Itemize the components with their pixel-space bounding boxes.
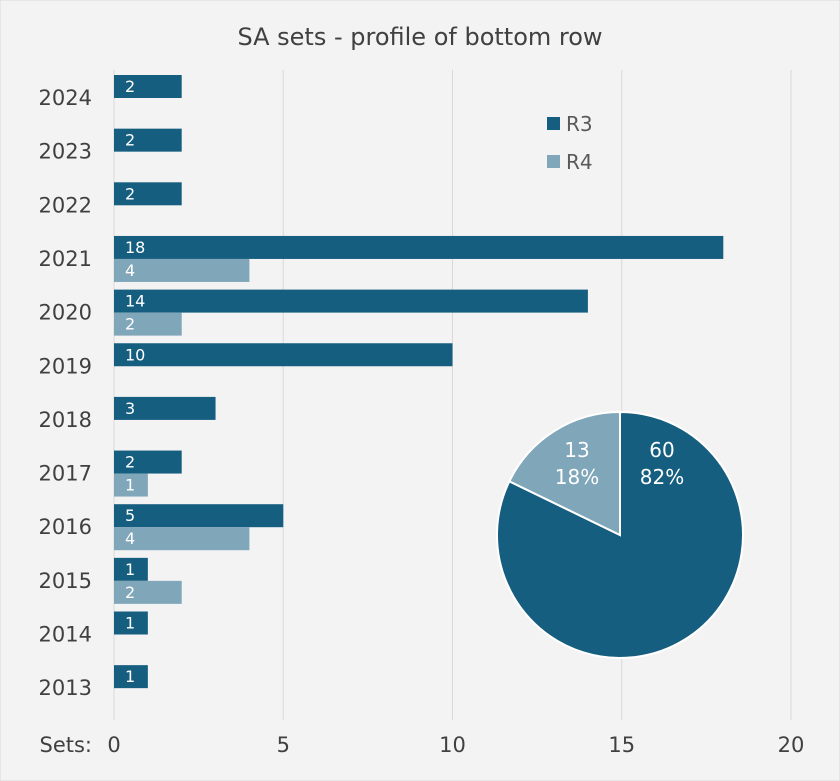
bar-label-R3-2014: 1 bbox=[125, 614, 135, 633]
bar-R3-2013 bbox=[114, 665, 148, 689]
bar-R4-2017 bbox=[114, 473, 148, 497]
bar-R3-2024 bbox=[114, 75, 182, 98]
bar-R4-2021 bbox=[114, 258, 250, 282]
gridlines bbox=[113, 70, 792, 720]
bar-label-R3-2024: 2 bbox=[125, 77, 135, 96]
bar-label-R3-2017: 2 bbox=[125, 453, 135, 472]
bar-label-R3-2018: 3 bbox=[125, 399, 135, 418]
bar-R3-2016 bbox=[114, 504, 284, 528]
bar-R4-2015 bbox=[114, 580, 182, 604]
bar-label-R3-2023: 2 bbox=[125, 131, 135, 150]
bar-label-R3-2015: 1 bbox=[125, 560, 135, 579]
y-tick-label-2024: 2024 bbox=[39, 86, 92, 110]
bar-R3-2014 bbox=[114, 611, 148, 635]
bar-R4-2016 bbox=[114, 527, 250, 551]
legend-label-R3: R3 bbox=[566, 112, 593, 136]
y-tick-label-2022: 2022 bbox=[39, 193, 92, 217]
pie-percent-label-R3: 82% bbox=[640, 465, 684, 489]
y-tick-label-2013: 2013 bbox=[39, 676, 92, 700]
x-tick-label-10: 10 bbox=[439, 733, 466, 757]
pie-slice-R4 bbox=[508, 410, 621, 537]
bar-label-R4-2021: 4 bbox=[125, 261, 135, 280]
bar-R3-2018 bbox=[114, 396, 216, 420]
bar-label-R3-2016: 5 bbox=[125, 506, 135, 525]
bar-R3-2021 bbox=[114, 235, 724, 259]
y-tick-label-2018: 2018 bbox=[39, 408, 92, 432]
y-tick-label-2023: 2023 bbox=[39, 140, 92, 164]
bars: 2 2 2 18 4 14 2 10 3 2 1 5 4 1 2 1 1 bbox=[114, 75, 724, 689]
legend: R3 R4 bbox=[547, 112, 593, 174]
bar-R3-2019 bbox=[114, 343, 453, 367]
y-tick-label-2016: 2016 bbox=[39, 515, 92, 539]
bar-R3-2022 bbox=[114, 182, 182, 206]
x-axis: Sets: 0 5 10 15 20 bbox=[40, 733, 805, 757]
y-axis: 2024 2023 2022 2021 2020 2019 2018 2017 2016 2015… bbox=[39, 86, 92, 700]
bar-label-R3-2019: 10 bbox=[125, 345, 145, 364]
legend-swatch-R3 bbox=[547, 117, 560, 130]
pie-value-label-R3: 60 bbox=[649, 438, 674, 462]
chart-title: SA sets - profile of bottom row bbox=[237, 23, 602, 51]
bar-R4-2020 bbox=[114, 312, 182, 336]
x-tick-label-0: 0 bbox=[107, 733, 120, 757]
legend-label-R4: R4 bbox=[566, 150, 593, 174]
bar-R3-2020 bbox=[114, 289, 588, 313]
legend-swatch-R4 bbox=[547, 155, 560, 168]
bar-label-R4-2020: 2 bbox=[125, 315, 135, 334]
y-tick-label-2014: 2014 bbox=[39, 623, 92, 647]
bar-label-R3-2013: 1 bbox=[125, 667, 135, 686]
y-tick-label-2021: 2021 bbox=[39, 247, 92, 271]
pie-percent-label-R4: 18% bbox=[555, 465, 599, 489]
y-tick-label-2020: 2020 bbox=[39, 301, 92, 325]
bar-R3-2017 bbox=[114, 450, 182, 474]
pie-value-label-R4: 13 bbox=[564, 438, 589, 462]
bar-label-R3-2020: 14 bbox=[125, 292, 145, 311]
bar-label-R3-2021: 18 bbox=[125, 238, 145, 257]
y-tick-label-2019: 2019 bbox=[39, 354, 92, 378]
pie-slice-R3 bbox=[496, 410, 744, 659]
pie-chart: 60 82% 13 18% bbox=[496, 410, 744, 659]
bar-label-R4-2015: 2 bbox=[125, 583, 135, 602]
x-tick-label-5: 5 bbox=[277, 733, 290, 757]
x-tick-label-20: 20 bbox=[778, 733, 805, 757]
x-tick-label-15: 15 bbox=[608, 733, 635, 757]
bar-label-R3-2022: 2 bbox=[125, 184, 135, 203]
bar-label-R4-2016: 4 bbox=[125, 529, 135, 548]
y-tick-label-2017: 2017 bbox=[39, 462, 92, 486]
x-axis-label: Sets: bbox=[40, 733, 93, 757]
bar-label-R4-2017: 1 bbox=[125, 476, 135, 495]
y-tick-label-2015: 2015 bbox=[39, 569, 92, 593]
bar-R3-2015 bbox=[114, 557, 148, 581]
bar-R3-2023 bbox=[114, 128, 182, 152]
